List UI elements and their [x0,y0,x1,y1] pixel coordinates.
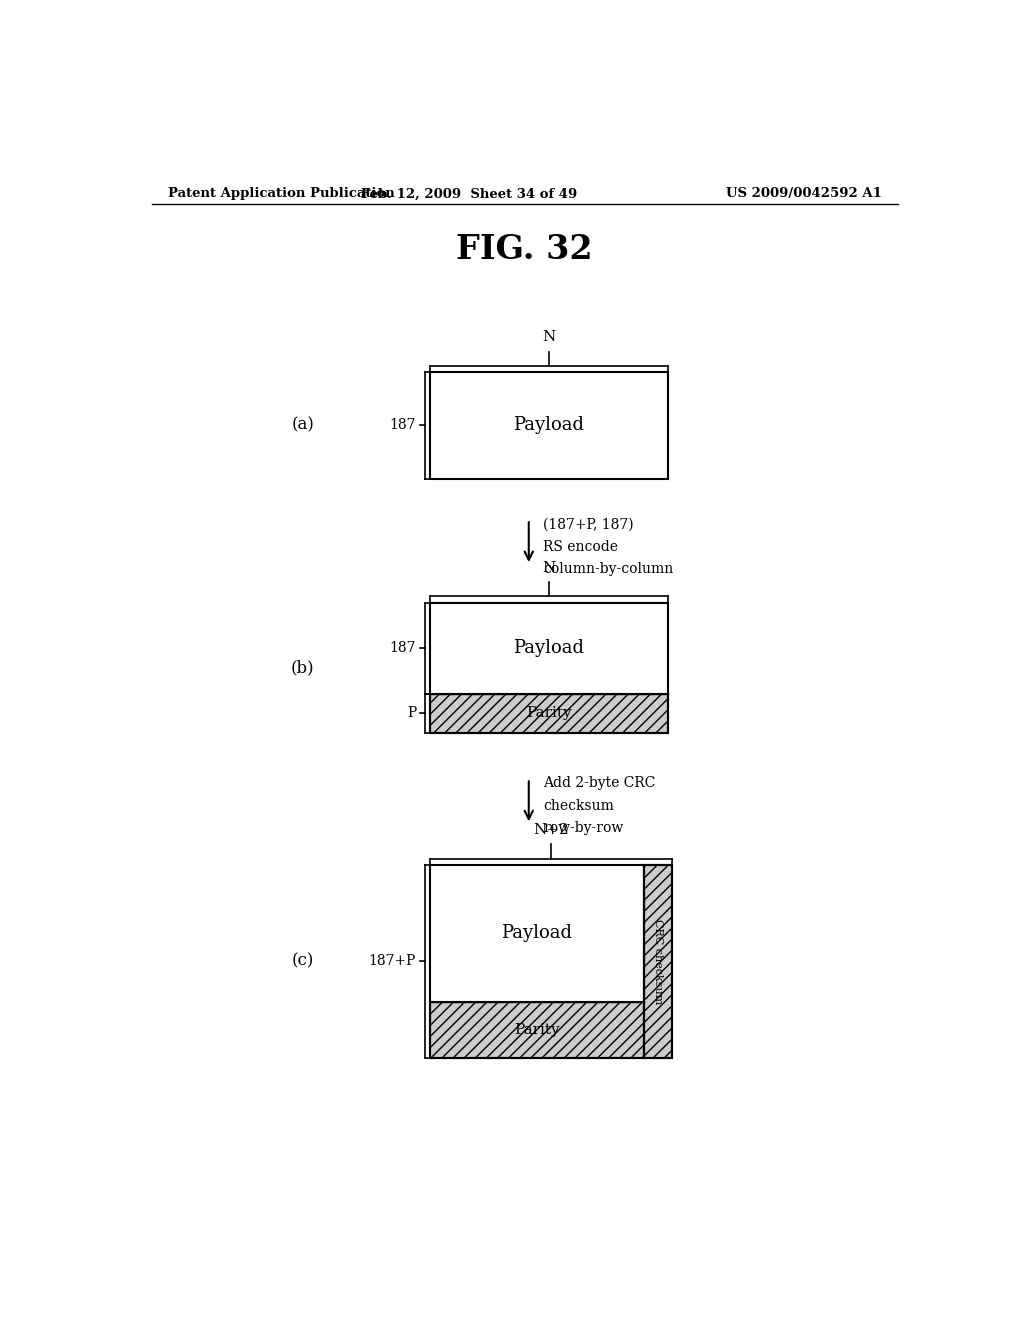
Text: Payload: Payload [513,416,584,434]
Text: column-by-column: column-by-column [543,562,674,576]
Text: Payload: Payload [513,639,584,657]
Text: Patent Application Publication: Patent Application Publication [168,187,394,201]
Bar [644,865,673,1057]
Text: checksum: checksum [543,799,614,813]
Text: Feb. 12, 2009  Sheet 34 of 49: Feb. 12, 2009 Sheet 34 of 49 [361,187,578,201]
Bar [430,602,668,694]
Bar [644,865,673,1057]
Text: 187+P: 187+P [369,954,416,969]
Text: 187: 187 [389,642,416,655]
Bar [430,865,644,1002]
Bar [430,372,668,479]
Bar [430,1002,644,1057]
Bar [430,602,668,733]
Text: RS encode: RS encode [543,540,618,553]
Text: CRC checksum: CRC checksum [653,919,664,1005]
Text: N: N [542,330,555,345]
Text: (a): (a) [291,417,314,434]
Text: row-by-row: row-by-row [543,821,624,836]
Text: (187+P, 187): (187+P, 187) [543,517,634,531]
Bar [430,865,644,1057]
Text: Payload: Payload [501,924,572,942]
Text: P: P [407,706,416,721]
Text: FIG. 32: FIG. 32 [457,234,593,267]
Text: N: N [542,561,555,576]
Text: US 2009/0042592 A1: US 2009/0042592 A1 [726,187,882,201]
Text: (b): (b) [291,659,314,676]
Text: N+2: N+2 [534,824,569,837]
Bar [430,694,668,733]
Text: (c): (c) [292,953,313,970]
Text: 187: 187 [389,418,416,432]
Text: Add 2-byte CRC: Add 2-byte CRC [543,776,655,791]
Text: Parity: Parity [514,1023,559,1038]
Text: Parity: Parity [525,706,571,721]
